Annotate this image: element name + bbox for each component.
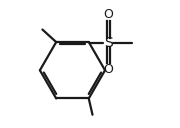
Text: O: O [103,63,113,76]
Text: O: O [103,8,113,21]
Text: S: S [104,36,112,50]
